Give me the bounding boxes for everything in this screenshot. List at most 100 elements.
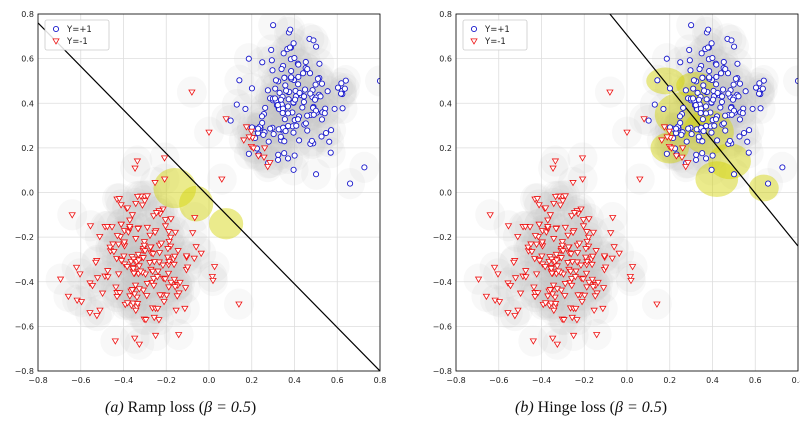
- point-positive: [728, 37, 735, 44]
- point-negative: [245, 134, 253, 141]
- point-negative: [260, 154, 268, 162]
- caption-b-text: Hinge loss (: [537, 399, 615, 416]
- point-negative: [117, 258, 126, 265]
- point-negative: [263, 164, 272, 171]
- point-positive: [752, 84, 760, 91]
- point-negative: [123, 264, 131, 271]
- point-positive: [262, 104, 269, 111]
- point-negative: [521, 224, 530, 231]
- point-negative: [143, 293, 151, 300]
- point-negative: [534, 290, 542, 297]
- point-positive: [710, 96, 717, 103]
- point-positive: [295, 81, 302, 88]
- point-positive: [334, 84, 342, 91]
- point-positive: [722, 112, 729, 119]
- point-negative: [218, 176, 226, 183]
- point-negative: [561, 224, 570, 232]
- point-negative: [551, 294, 559, 302]
- point-negative: [116, 290, 124, 297]
- point-positive: [742, 88, 749, 95]
- point-positive: [713, 61, 720, 68]
- point-negative: [171, 284, 179, 291]
- point-positive: [282, 128, 289, 135]
- point-negative: [132, 307, 140, 315]
- point-positive: [719, 86, 727, 93]
- point-positive: [680, 104, 687, 111]
- point-negative: [585, 216, 593, 223]
- point-negative: [128, 287, 137, 294]
- point-negative: [106, 244, 114, 251]
- point-negative: [610, 244, 618, 251]
- point-positive: [337, 90, 345, 97]
- point-positive: [731, 171, 738, 178]
- point-positive: [731, 43, 738, 50]
- point-positive: [265, 138, 272, 145]
- point-negative: [135, 257, 143, 264]
- point-negative: [133, 301, 142, 308]
- caption-a: (a) Ramp loss (β = 0.5): [105, 399, 256, 417]
- point-negative: [120, 253, 128, 260]
- point-negative: [579, 217, 588, 224]
- point-negative: [623, 129, 631, 137]
- loss-highlight-region: [646, 67, 685, 95]
- point-positive: [242, 105, 249, 113]
- point-negative: [162, 292, 171, 300]
- caption-a-text: Ramp loss (: [127, 399, 205, 416]
- point-negative: [140, 242, 148, 250]
- point-positive: [759, 85, 766, 92]
- point-negative: [172, 307, 180, 315]
- point-negative: [76, 271, 84, 278]
- point-negative: [157, 240, 166, 247]
- point-negative: [126, 293, 134, 300]
- x-tick-label: 0.4: [706, 376, 719, 385]
- point-negative: [117, 221, 125, 229]
- y-tick-label: −0.8: [15, 367, 34, 376]
- point-negative: [149, 251, 157, 258]
- y-tick-label: 0.2: [439, 144, 452, 153]
- point-negative: [585, 279, 593, 287]
- point-negative: [134, 226, 142, 233]
- point-negative: [514, 234, 522, 241]
- point-positive: [744, 138, 751, 145]
- legend-negative-marker: [470, 38, 478, 45]
- point-positive: [682, 87, 689, 94]
- point-positive: [705, 26, 712, 33]
- point-positive: [270, 22, 277, 29]
- point-negative: [566, 268, 575, 276]
- y-tick-label: 0.4: [21, 99, 34, 108]
- point-negative: [548, 291, 557, 298]
- point-positive: [706, 67, 713, 75]
- point-negative: [627, 278, 635, 285]
- point-negative: [197, 250, 205, 258]
- point-positive: [269, 67, 276, 74]
- point-positive: [295, 73, 302, 80]
- point-positive: [736, 133, 743, 140]
- point-negative: [580, 292, 589, 300]
- point-negative: [575, 240, 584, 247]
- point-positive: [694, 89, 701, 96]
- point-positive: [746, 127, 753, 134]
- point-negative: [557, 287, 566, 294]
- point-negative: [146, 244, 155, 251]
- point-positive: [677, 119, 684, 126]
- point-negative: [130, 270, 138, 278]
- point-positive: [318, 116, 326, 123]
- x-tick-label: 0.2: [663, 376, 676, 385]
- point-negative: [578, 299, 586, 306]
- point-negative: [558, 242, 566, 250]
- point-negative: [571, 274, 580, 281]
- point-positive: [749, 105, 756, 112]
- point-negative: [553, 286, 561, 293]
- point-negative: [266, 160, 274, 167]
- point-negative: [151, 332, 160, 340]
- legend: Y=+1 Y=-1: [44, 19, 110, 51]
- x-tick-label: −0.8: [28, 376, 47, 385]
- caption-a-beta: β = 0.5: [204, 399, 251, 416]
- point-positive: [274, 156, 282, 163]
- point-negative: [205, 129, 213, 137]
- point-negative: [535, 221, 543, 229]
- point-positive: [294, 116, 302, 123]
- point-negative: [160, 155, 169, 162]
- x-tick-label: 0.2: [245, 376, 258, 385]
- point-negative: [165, 284, 173, 291]
